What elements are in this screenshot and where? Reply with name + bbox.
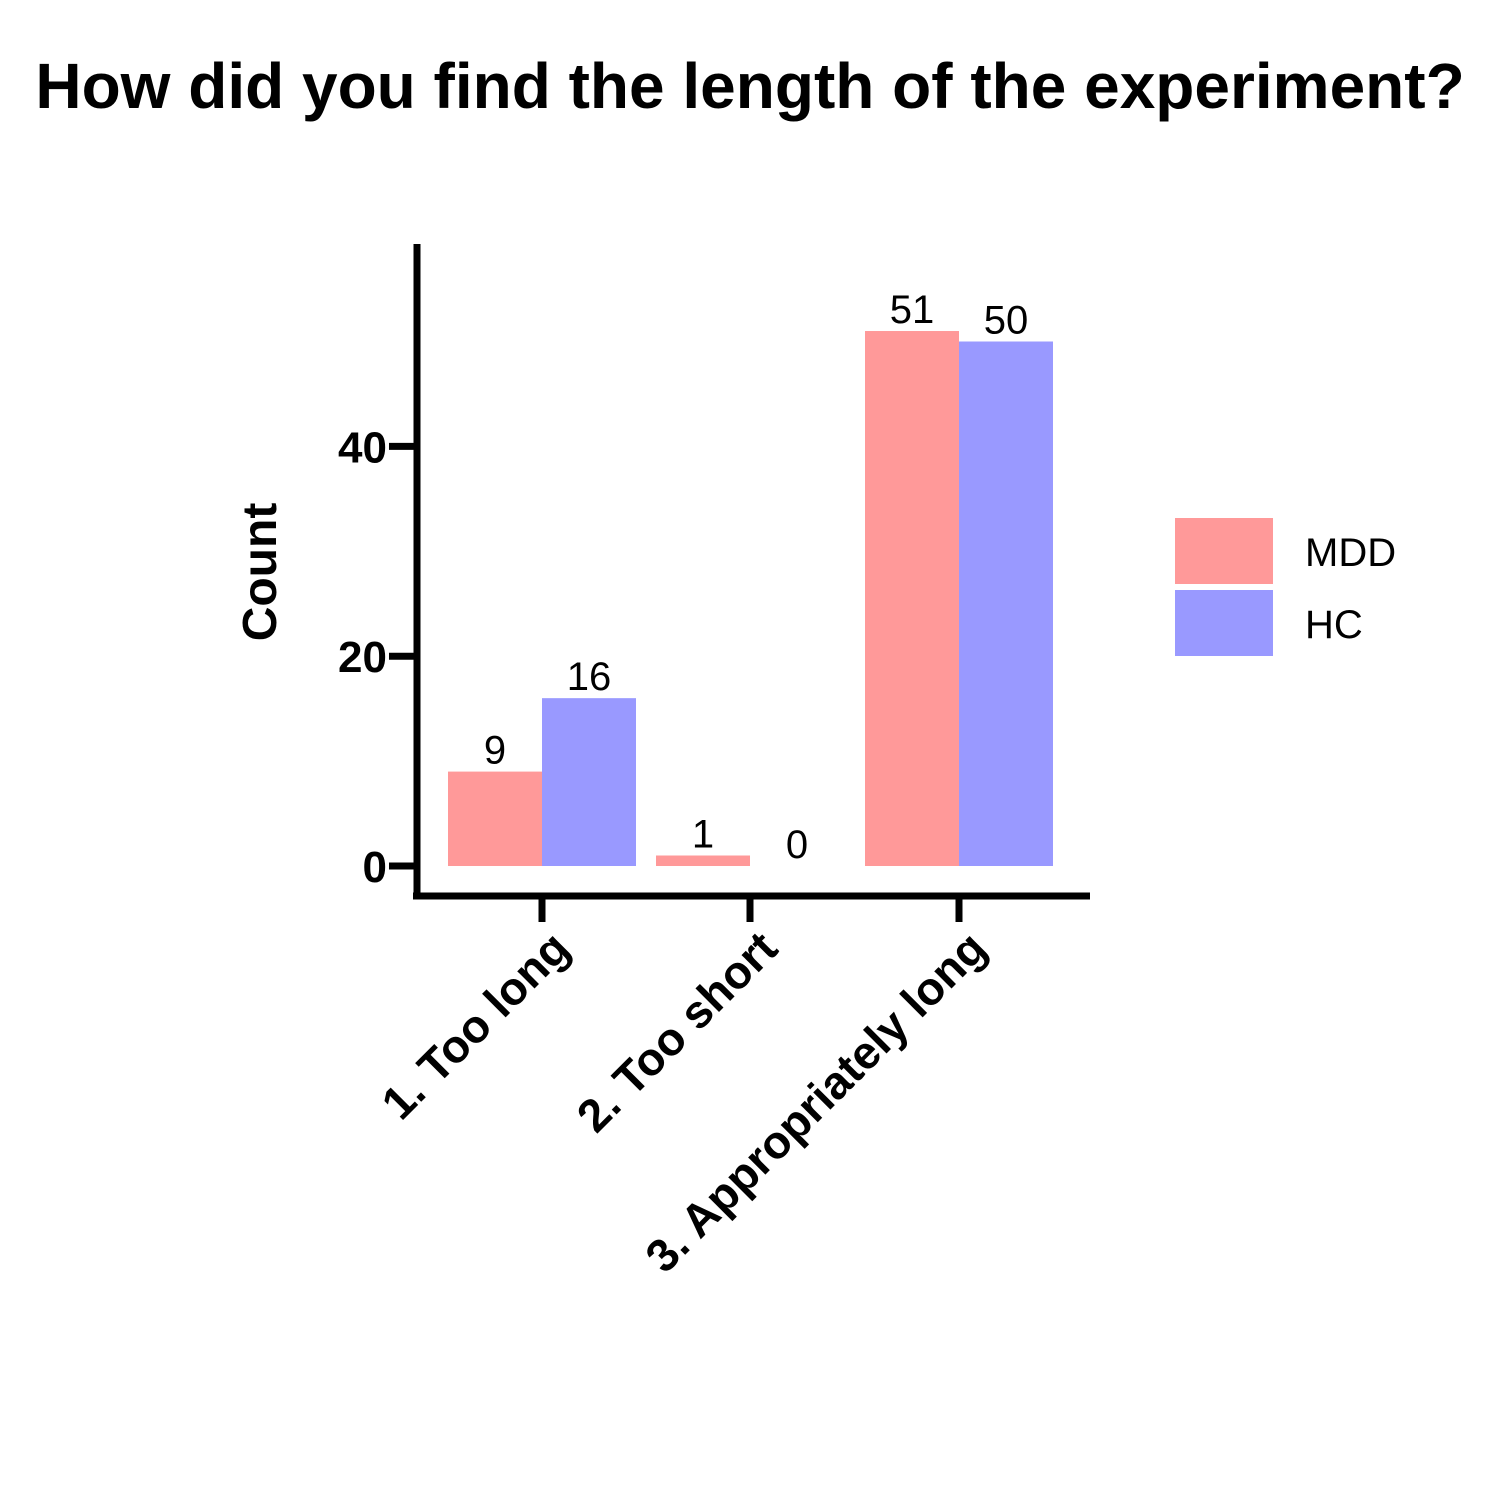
legend-label-mdd: MDD xyxy=(1305,531,1396,575)
bar-mdd-2 xyxy=(656,855,750,866)
y-tick-label: 40 xyxy=(338,423,387,472)
y-axis-title: Count xyxy=(234,503,287,642)
plot-area: 9 1 51 16 0 50 xyxy=(448,288,1053,867)
data-label-mdd-1: 9 xyxy=(484,729,506,773)
y-ticks: 0 20 40 xyxy=(338,423,417,892)
legend-swatch-mdd xyxy=(1175,518,1273,584)
legend-swatch-hc xyxy=(1175,590,1273,656)
data-label-mdd-2: 1 xyxy=(692,813,714,857)
bar-mdd-3 xyxy=(865,331,959,866)
data-label-hc-2: 0 xyxy=(786,823,808,867)
legend-label-hc: HC xyxy=(1305,603,1363,647)
bar-hc-1 xyxy=(542,698,636,866)
x-category-label: 1. Too long xyxy=(371,921,579,1129)
chart-title: How did you find the length of the exper… xyxy=(35,50,1464,122)
legend: MDD HC xyxy=(1175,518,1396,656)
bar-hc-3 xyxy=(959,341,1053,866)
x-category-label: 2. Too short xyxy=(567,921,787,1141)
y-tick-label: 20 xyxy=(338,633,387,682)
bar-mdd-1 xyxy=(448,771,542,866)
x-category-label: 3. Appropriately long xyxy=(635,921,996,1282)
y-tick-label: 0 xyxy=(363,843,387,892)
data-label-hc-1: 16 xyxy=(567,655,612,699)
data-label-hc-3: 50 xyxy=(984,299,1029,343)
data-label-mdd-3: 51 xyxy=(890,288,935,332)
